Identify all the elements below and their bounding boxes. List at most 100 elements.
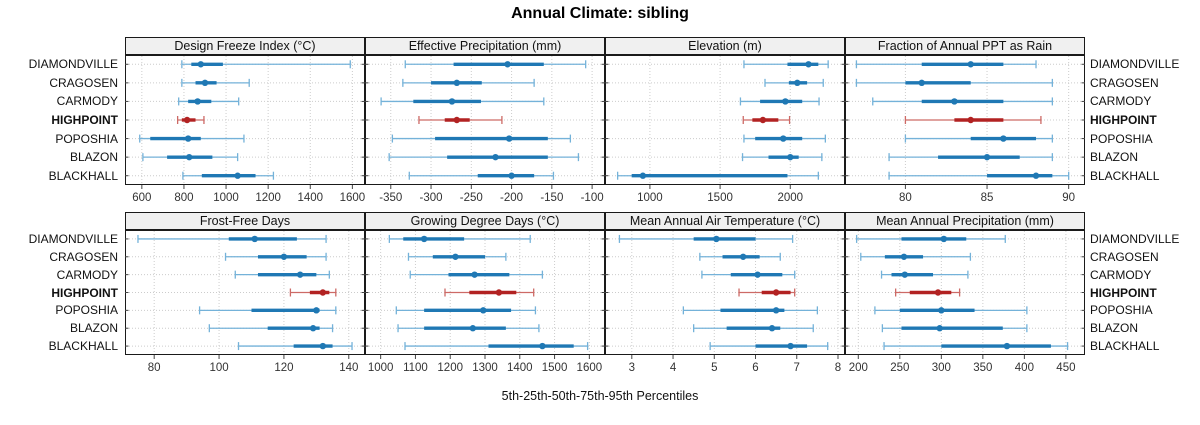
axis-tick-label: 85 xyxy=(981,192,994,204)
row-label-right-cragosen-r1: CRAGOSEN xyxy=(1090,75,1159,90)
row-label-right-poposhia-r1: POPOSHIA xyxy=(1090,131,1153,146)
row-label-right-blackhall-r2: BLACKHALL xyxy=(1090,339,1160,354)
panel-plot-elevation-m xyxy=(605,55,845,185)
percentile-row-blackhall xyxy=(404,342,589,351)
panel-plot-effective-precipitation-mm xyxy=(365,55,605,185)
row-label-right-poposhia-r2: POPOSHIA xyxy=(1090,303,1153,318)
row-label-left-blackhall-r1: BLACKHALL xyxy=(48,168,118,183)
axis-tick-label: 4 xyxy=(670,362,677,374)
percentile-row-cragosen xyxy=(855,78,1053,87)
percentile-row-carmody xyxy=(234,270,330,279)
row-label-left-blazon-r1: BLAZON xyxy=(69,150,118,165)
percentile-row-diamondville xyxy=(181,60,351,69)
axis-tick-label: 450 xyxy=(1056,362,1075,374)
row-label-left-blazon-r2: BLAZON xyxy=(69,321,118,336)
row-label-left-highpoint-r1: HIGHPOINT xyxy=(51,113,118,127)
percentile-row-carmody xyxy=(739,97,820,106)
axis-tick-label: 800 xyxy=(174,192,193,204)
percentile-row-diamondville xyxy=(404,60,587,69)
panel-title-elevation-m: Elevation (m) xyxy=(605,37,845,55)
percentile-row-diamondville xyxy=(855,234,1006,243)
percentile-row-poposhia xyxy=(904,134,1053,143)
axis-tick-label: -350 xyxy=(379,192,402,204)
axis-tick-label: 400 xyxy=(1015,362,1034,374)
percentile-row-blazon xyxy=(741,153,823,162)
percentile-row-blazon xyxy=(693,324,814,333)
percentile-row-blackhall xyxy=(616,171,819,180)
x-axis-frost-free-days: 80 100 120 140 xyxy=(148,355,358,374)
axis-tick-label: 1000 xyxy=(637,192,663,204)
panel-plot-design-freeze-index-c xyxy=(125,55,365,185)
percentile-row-cragosen xyxy=(181,78,250,87)
panel-plot-growing-degree-days-c xyxy=(365,230,605,355)
chart-title: Annual Climate: sibling xyxy=(511,5,689,22)
axis-tick-label: 250 xyxy=(890,362,909,374)
x-axis-mean-annual-precipitation-mm: 200 250 300 350 400 450 xyxy=(849,355,1075,374)
axis-tick-label: 200 xyxy=(849,362,868,374)
axis-tick-label: 350 xyxy=(973,362,992,374)
percentile-row-blazon xyxy=(388,153,580,162)
row-label-left-blackhall-r2: BLACKHALL xyxy=(48,339,118,354)
percentile-row-blackhall xyxy=(408,171,555,180)
row-label-left-poposhia-r1: POPOSHIA xyxy=(55,131,118,146)
x-axis-design-freeze-index-c: 600 800 1000 1200 1400 1600 xyxy=(132,185,365,204)
panel-title-frost-free-days: Frost-Free Days xyxy=(125,212,365,230)
percentile-row-highpoint xyxy=(289,288,337,297)
percentile-row-poposhia xyxy=(395,306,537,315)
axis-tick-label: 140 xyxy=(339,362,358,374)
percentile-row-highpoint xyxy=(176,116,205,124)
percentile-row-blackhall xyxy=(883,342,1069,351)
percentile-row-diamondville xyxy=(137,234,327,243)
row-label-left-poposhia-r2: POPOSHIA xyxy=(55,303,118,318)
percentile-row-highpoint xyxy=(738,288,796,297)
percentile-row-carmody xyxy=(872,97,1053,106)
percentile-row-cragosen xyxy=(860,252,972,261)
percentile-row-poposhia xyxy=(682,306,819,315)
panel-title-mean-annual-precipitation-mm: Mean Annual Precipitation (mm) xyxy=(845,212,1085,230)
axis-tick-label: 1300 xyxy=(472,362,498,374)
row-label-left-diamondville-r2: DIAMONDVILLE xyxy=(28,231,118,246)
percentile-row-poposhia xyxy=(198,306,337,315)
panel-title-fraction-of-annual-ppt-as-rain: Fraction of Annual PPT as Rain xyxy=(845,37,1085,55)
percentile-row-carmody xyxy=(880,270,969,279)
percentile-row-blazon xyxy=(888,153,1053,162)
row-label-right-carmody-r2: CARMODY xyxy=(1090,267,1152,282)
panel-plot-frost-free-days xyxy=(125,230,365,355)
axis-tick-label: 1400 xyxy=(507,362,533,374)
axis-tick-label: 100 xyxy=(209,362,228,374)
percentile-row-carmody xyxy=(701,270,796,279)
row-label-left-carmody-r2: CARMODY xyxy=(56,267,118,282)
row-label-right-blazon-r2: BLAZON xyxy=(1090,321,1139,336)
percentile-row-cragosen xyxy=(402,78,535,87)
percentile-row-blackhall xyxy=(888,171,1070,180)
panel-title-mean-annual-air-temperature-c: Mean Annual Air Temperature (°C) xyxy=(605,212,845,230)
axis-tick-label: 120 xyxy=(274,362,293,374)
x-axis-fraction-of-annual-ppt-as-rain: 80 85 90 xyxy=(899,185,1075,204)
axis-tick-label: -250 xyxy=(460,192,483,204)
percentile-row-poposhia xyxy=(391,134,572,143)
percentile-row-carmody xyxy=(380,97,545,106)
x-axis-mean-annual-air-temperature-c: 3 4 5 6 7 8 xyxy=(629,355,841,374)
percentiles-caption: 5th-25th-50th-75th-95th Percentiles xyxy=(501,389,699,403)
row-label-left-cragosen-r2: CRAGOSEN xyxy=(49,249,118,264)
axis-tick-label: 3 xyxy=(629,362,635,374)
row-label-left-carmody-r1: CARMODY xyxy=(56,94,118,109)
percentile-row-highpoint xyxy=(904,116,1042,124)
percentile-row-poposhia xyxy=(874,306,1028,315)
axis-tick-label: 1000 xyxy=(368,362,394,374)
row-label-right-highpoint-r2: HIGHPOINT xyxy=(1090,285,1157,300)
x-axis-elevation-m: 1000 1500 2000 xyxy=(637,185,803,204)
x-axis-growing-degree-days-c: 1000 1100 1200 1300 1400 1500 1600 xyxy=(368,355,602,374)
axis-tick-label: -100 xyxy=(581,192,604,204)
percentile-row-blackhall xyxy=(182,171,275,180)
axis-tick-label: 1500 xyxy=(542,362,568,374)
row-label-right-diamondville-r1: DIAMONDVILLE xyxy=(1090,57,1180,72)
axis-tick-label: 8 xyxy=(835,362,841,374)
row-label-right-blazon-r1: BLAZON xyxy=(1090,150,1139,165)
axis-tick-label: 90 xyxy=(1062,192,1075,204)
axis-tick-label: 600 xyxy=(132,192,151,204)
row-label-left-diamondville-r1: DIAMONDVILLE xyxy=(28,57,118,72)
axis-tick-label: 1200 xyxy=(255,192,281,204)
percentile-row-blazon xyxy=(142,153,239,162)
